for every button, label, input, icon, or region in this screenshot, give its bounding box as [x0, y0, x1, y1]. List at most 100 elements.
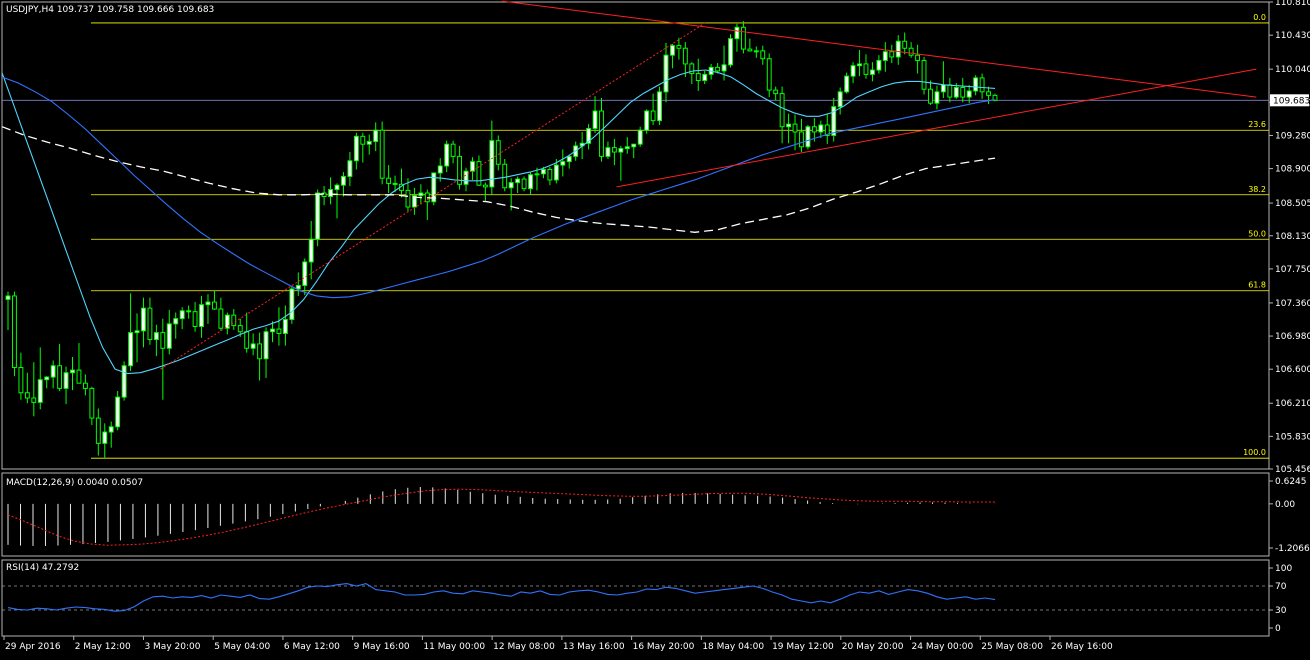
candle-body: [244, 331, 250, 349]
candle-body: [811, 126, 817, 133]
candle-body: [321, 192, 327, 198]
candle-body: [463, 170, 469, 185]
fib-level-label: 61.8: [1248, 281, 1266, 290]
candle-body: [702, 73, 708, 82]
candle-body: [12, 295, 17, 368]
candle-body: [224, 314, 230, 329]
candle-body: [934, 91, 940, 104]
candle-body: [173, 318, 179, 325]
candle-body: [108, 426, 114, 433]
candle-body: [515, 178, 521, 184]
candle-body: [89, 387, 95, 419]
candle-body: [315, 192, 321, 240]
candle-body: [624, 146, 630, 150]
candle-body: [495, 140, 501, 165]
candle-body: [960, 86, 966, 98]
candle-body: [908, 47, 914, 56]
x-tick-label: 16 May 20:00: [633, 642, 695, 652]
x-tick-label: 11 May 00:00: [423, 642, 485, 652]
candle-body: [76, 369, 82, 384]
candle-body: [869, 69, 875, 75]
candle-body: [24, 392, 30, 399]
candle-body: [689, 63, 695, 75]
candle-body: [553, 164, 559, 181]
candle-body: [940, 84, 946, 93]
x-tick-label: 12 May 08:00: [493, 642, 555, 652]
candle-body: [528, 174, 533, 190]
rsi-panel-frame: [1, 559, 1270, 637]
candle-body: [560, 161, 566, 166]
indicator-ema_slow: [1, 76, 996, 299]
fib-level-label: 100.0: [1243, 448, 1266, 457]
candle-body: [237, 325, 243, 333]
candle-body: [773, 89, 779, 95]
candle-body: [160, 332, 166, 349]
candle-body: [637, 129, 643, 145]
x-tick-label: 24 May 00:00: [912, 642, 974, 652]
candle-body: [250, 343, 256, 349]
candle-body: [631, 143, 637, 148]
candle-body: [753, 50, 759, 53]
candle-body: [186, 310, 192, 313]
current-price-box: [1270, 94, 1309, 107]
price-ytick-label: 109.280: [1275, 131, 1310, 141]
x-tick-label: 5 May 04:00: [214, 642, 270, 652]
candle-body: [695, 73, 701, 82]
candle-body: [663, 54, 669, 93]
candle-body: [618, 148, 624, 153]
x-tick-label: 13 May 16:00: [563, 642, 625, 652]
price-ytick-label: 110.040: [1275, 65, 1310, 75]
rsi-label: RSI(14) 47.2792: [6, 563, 80, 573]
candle-body: [921, 59, 927, 90]
candle-body: [682, 47, 688, 65]
candle-body: [31, 397, 37, 403]
fib-level-label: 23.6: [1248, 120, 1266, 129]
fib-level-label: 38.2: [1248, 185, 1266, 194]
candle-body: [599, 110, 604, 157]
candle-body: [276, 328, 282, 334]
candle-body: [760, 50, 766, 60]
trendline-lower-support: [616, 68, 1257, 188]
candle-body: [766, 58, 772, 91]
candle-body: [57, 365, 63, 389]
rsi-ytick-label: 30: [1275, 606, 1287, 616]
candle-body: [837, 91, 843, 108]
candle-body: [444, 143, 450, 167]
rsi-line: [7, 583, 996, 612]
candle-body: [341, 175, 346, 186]
x-tick-label: 3 May 20:00: [144, 642, 200, 652]
price-ytick-label: 106.210: [1275, 399, 1310, 409]
candle-body: [734, 26, 740, 40]
candle-body: [657, 91, 662, 122]
candle-body: [392, 182, 398, 185]
candle-body: [792, 123, 798, 133]
price-ytick-label: 108.900: [1275, 165, 1310, 175]
candle-body: [457, 155, 463, 185]
candle-body: [650, 110, 656, 122]
fib-level-label: 0.0: [1253, 13, 1266, 22]
candle-body: [121, 365, 127, 398]
candle-body: [973, 77, 979, 92]
trendline-rising-dotted: [160, 22, 706, 370]
macd-label: MACD(12,26,9) 0.0040 0.0507: [6, 478, 144, 488]
candle-body: [353, 135, 359, 162]
candle-body: [895, 40, 901, 58]
rsi-ytick-label: 70: [1275, 582, 1287, 592]
candle-body: [728, 38, 733, 66]
candle-body: [850, 65, 856, 77]
candle-body: [134, 330, 140, 334]
candle-body: [37, 379, 43, 403]
candle-body: [102, 431, 108, 444]
x-tick-label: 6 May 12:00: [284, 642, 340, 652]
x-tick-label: 25 May 08:00: [981, 642, 1043, 652]
x-tick-label: 29 Apr 2016: [5, 642, 61, 652]
candle-body: [373, 129, 379, 143]
candle-body: [153, 332, 159, 341]
candle-body: [586, 127, 592, 144]
candle-body: [547, 168, 553, 181]
candle-body: [953, 86, 959, 98]
chart-header: USDJPY,H4 109.737 109.758 109.666 109.68…: [6, 5, 215, 15]
candle-body: [521, 178, 527, 190]
